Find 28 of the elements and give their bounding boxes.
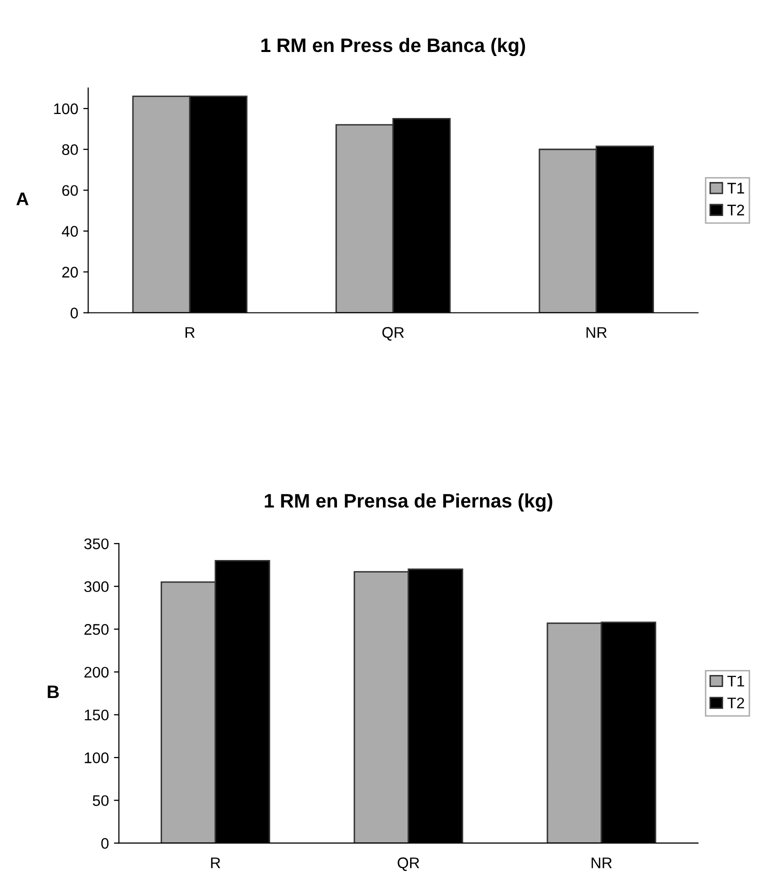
- legend-label: T2: [727, 698, 744, 708]
- y-tick-label: 200: [84, 666, 109, 678]
- legend-label: T1: [727, 182, 744, 194]
- y-axis-title: B: [48, 686, 59, 698]
- y-tick-label: 300: [84, 581, 109, 592]
- y-tick-label: 20: [62, 266, 78, 278]
- x-tick-label: QR: [398, 857, 420, 871]
- y-tick-label: 80: [62, 144, 78, 156]
- x-tick-label: QR: [382, 327, 404, 341]
- y-tick-label: 250: [84, 624, 109, 635]
- y-axis-title: A: [16, 192, 28, 206]
- x-tick-label: NR: [592, 858, 612, 868]
- y-tick-label: 50: [92, 795, 109, 806]
- y-tick-label: 100: [54, 103, 78, 114]
- y-tick-label: 0: [70, 308, 78, 318]
- y-tick-label: 40: [62, 226, 78, 237]
- y-tick-label: 0: [101, 838, 109, 849]
- x-tick-label: R: [186, 327, 195, 338]
- y-tick-label: 100: [84, 752, 109, 764]
- x-tick-label: NR: [586, 327, 607, 338]
- y-tick-label: 350: [84, 538, 109, 550]
- legend-label: T2: [727, 204, 744, 216]
- legend-label: T1: [727, 676, 744, 686]
- chart-title: 1 RM en Press de Banca (kg): [261, 38, 526, 56]
- y-tick-label: 150: [84, 710, 109, 720]
- x-tick-label: R: [211, 858, 220, 868]
- y-tick-label: 60: [62, 185, 78, 196]
- chart-title: 1 RM en Prensa de Piernas (kg): [264, 493, 552, 512]
